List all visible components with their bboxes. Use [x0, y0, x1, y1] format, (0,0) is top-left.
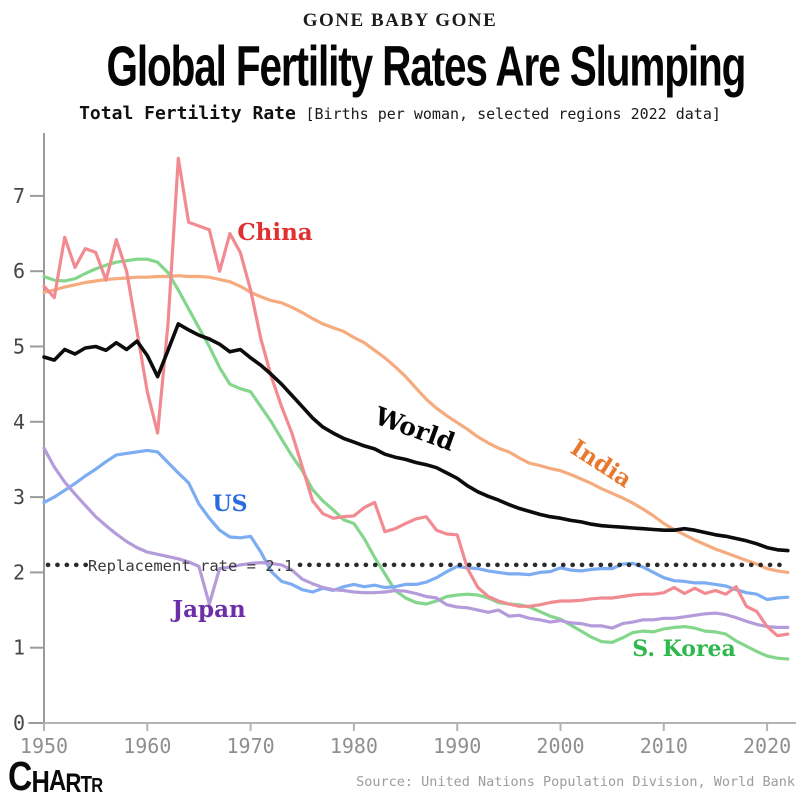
series-line-s-korea — [42, 257, 790, 661]
x-tick-label: 1980 — [330, 734, 378, 758]
series-label-china: China — [237, 219, 312, 246]
series-label-world: World — [370, 401, 459, 457]
y-tick-label: 2 — [13, 560, 25, 584]
x-tick-label: 1970 — [227, 734, 275, 758]
replacement-rate-label: Replacement rate = 2.1 — [88, 557, 293, 575]
x-tick-label: 2010 — [640, 734, 688, 758]
x-tick-label: 1990 — [433, 734, 481, 758]
x-tick-label: 2020 — [743, 734, 791, 758]
y-tick-label: 5 — [13, 335, 25, 359]
x-tick-label: 1950 — [20, 734, 68, 758]
y-tick-label: 3 — [13, 485, 25, 509]
logo-letter: C — [8, 753, 32, 800]
kicker-text: GONE BABY GONE — [302, 10, 498, 31]
logo-letter: A — [49, 765, 66, 798]
y-tick-label: 7 — [13, 184, 25, 208]
x-tick-label: 1960 — [123, 734, 171, 758]
fertility-line-chart: 0 1 2 3 4 5 6 7 1950 1960 1970 1980 1990 2000 2010 2020… — [13, 133, 796, 758]
logo-letter: R — [91, 774, 103, 797]
page-title: Global Fertility Rates Are Slumping — [106, 35, 746, 99]
y-tick-label: 1 — [13, 636, 25, 660]
y-tick-label: 0 — [13, 711, 25, 735]
series-line-japan — [42, 446, 790, 630]
series-line-china — [42, 156, 790, 638]
subtitle-note: [Births per woman, selected regions 2022… — [305, 105, 721, 123]
series-line-us — [42, 448, 790, 602]
series-label-india: India — [566, 434, 637, 493]
series-line-india — [42, 274, 790, 574]
y-tick-label: 4 — [13, 410, 25, 434]
logo-letter: H — [31, 763, 49, 799]
page-title-wrap: Global Fertility Rates Are Slumping — [0, 36, 800, 98]
series-label-us: US — [212, 491, 247, 517]
x-tick-label: 2000 — [536, 734, 584, 758]
logo-letter: T — [80, 771, 93, 798]
logo-letter: R — [65, 767, 81, 798]
source-attribution: Source: United Nations Population Divisi… — [356, 774, 795, 790]
y-tick-label: 6 — [13, 259, 25, 283]
series-line-world — [42, 322, 790, 553]
series-label-s-korea: S. Korea — [632, 636, 736, 662]
subtitle-metric: Total Fertility Rate — [79, 103, 296, 124]
series-label-japan: Japan — [170, 596, 246, 623]
chart-subtitle: Total Fertility Rate [Births per woman, … — [0, 103, 800, 124]
